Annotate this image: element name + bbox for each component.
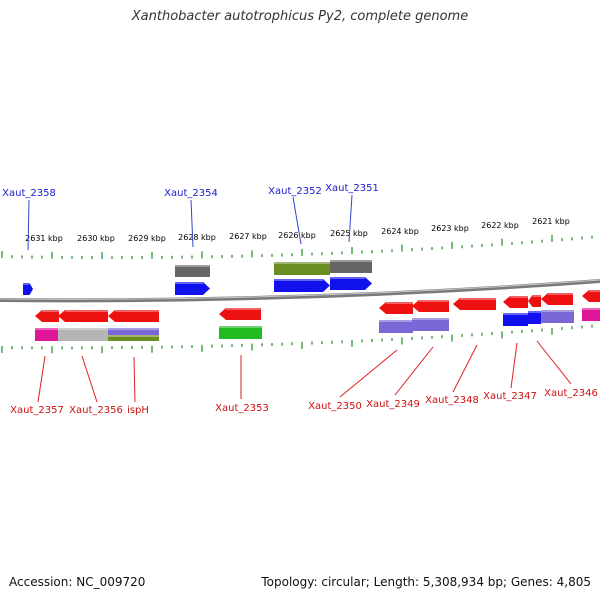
label-leader-line	[339, 349, 398, 398]
gene-arrow-reverse	[35, 310, 59, 322]
feature-box	[219, 326, 262, 339]
feature-box-highlight	[35, 328, 58, 330]
gene-arrow-reverse	[582, 290, 600, 302]
feature-box-highlight	[412, 318, 449, 320]
feature-box	[108, 335, 159, 341]
gene-arrow-reverse	[219, 308, 261, 320]
feature-box	[541, 310, 574, 323]
scale-tick-label: 2627 kbp	[229, 232, 267, 241]
gene-arrow-forward	[175, 282, 210, 295]
gene-features	[23, 260, 600, 341]
gene-arrow-forward	[274, 279, 330, 292]
feature-box	[35, 328, 58, 341]
scale-tick-label: 2621 kbp	[532, 217, 570, 226]
gene-label-top: Xaut_2354	[164, 188, 218, 199]
gene-arrow-forward	[330, 277, 372, 290]
gene-label-bottom: Xaut_2348	[425, 395, 479, 406]
label-leader-line	[27, 199, 30, 251]
scale-tick-label: 2625 kbp	[330, 229, 368, 238]
gene-label-top: Xaut_2351	[325, 183, 379, 194]
feature-box-highlight	[175, 265, 210, 267]
scale-ticks-lower	[1, 324, 593, 354]
gene-arrow-reverse	[528, 295, 541, 307]
feature-box-highlight	[582, 308, 600, 310]
gene-arrow-reverse	[58, 310, 108, 322]
feature-box	[175, 265, 210, 277]
gene-arrow-reverse	[412, 300, 449, 312]
gene-labels: Xaut_2358 Xaut_2354 Xaut_2352 Xaut_2351 Xaut…	[2, 183, 598, 416]
accession-text: Accession: NC_009720	[9, 575, 146, 589]
feature-box-highlight	[219, 326, 262, 328]
feature-box	[582, 308, 600, 321]
gene-label-bottom: Xaut_2356	[69, 405, 123, 416]
label-leader-line	[510, 342, 518, 389]
gene-label-bottom: Xaut_2353	[215, 403, 269, 414]
gene-arrow-reverse	[379, 302, 413, 314]
label-leader-lines	[27, 194, 572, 403]
feature-box	[379, 320, 413, 333]
feature-box	[330, 260, 372, 273]
feature-box	[503, 313, 528, 326]
genome-backbone	[0, 279, 600, 303]
gene-arrow-reverse	[453, 298, 496, 310]
scale-tick-label: 2629 kbp	[128, 234, 166, 243]
label-leader-line	[81, 355, 98, 403]
scale-tick-label: 2623 kbp	[431, 224, 469, 233]
gene-label-bottom: Xaut_2349	[366, 399, 420, 410]
feature-box	[528, 311, 541, 324]
label-leader-line	[536, 340, 572, 385]
scale-tick-labels: 2631 kbp 2630 kbp 2629 kbp 2628 kbp 2627 kbp…	[25, 217, 570, 243]
gene-label-top: Xaut_2358	[2, 188, 56, 199]
gene-arrow-reverse	[108, 310, 159, 322]
gene-arrow-forward	[23, 283, 33, 295]
label-leader-line	[37, 355, 46, 403]
scale-tick-label: 2624 kbp	[381, 227, 419, 236]
feature-box-highlight	[274, 262, 330, 264]
scale-tick-label: 2622 kbp	[481, 221, 519, 230]
scale-tick-label: 2626 kbp	[278, 231, 316, 240]
gene-arrow-reverse	[503, 296, 528, 308]
feature-box-highlight	[541, 310, 574, 312]
label-leader-line	[348, 194, 353, 243]
gene-label-bottom: Xaut_2350	[308, 401, 362, 412]
gene-label-bottom: Xaut_2357	[10, 405, 64, 416]
scale-ticks-upper	[1, 234, 593, 260]
feature-box-highlight	[379, 320, 413, 322]
genome-backbone-highlight	[0, 279, 600, 300]
genome-title: Xanthobacter autotrophicus Py2, complete…	[131, 9, 469, 24]
feature-box	[58, 328, 108, 341]
feature-box	[108, 328, 159, 335]
genome-summary-text: Topology: circular; Length: 5,308,934 bp…	[261, 575, 591, 589]
feature-box	[274, 262, 330, 275]
label-leader-line	[394, 346, 434, 396]
feature-box-highlight	[108, 328, 159, 330]
scale-tick-label: 2628 kbp	[178, 233, 216, 242]
feature-box-highlight	[528, 311, 541, 313]
feature-box-highlight	[330, 260, 372, 262]
feature-box-highlight	[58, 328, 108, 330]
label-leader-line	[292, 196, 302, 245]
gene-label-bottom: Xaut_2346	[544, 388, 598, 399]
gene-label-top: Xaut_2352	[268, 186, 322, 197]
feature-box-highlight	[108, 335, 159, 337]
label-leader-line	[190, 199, 194, 248]
feature-box	[412, 318, 449, 331]
scale-tick-label: 2631 kbp	[25, 234, 63, 243]
feature-box-highlight	[503, 313, 528, 315]
label-leader-line	[452, 344, 478, 393]
scale-tick-label: 2630 kbp	[77, 234, 115, 243]
gene-arrow-reverse	[541, 293, 573, 305]
label-leader-line	[133, 356, 136, 403]
gene-label-bottom: ispH	[127, 405, 149, 416]
gene-label-bottom: Xaut_2347	[483, 391, 537, 402]
